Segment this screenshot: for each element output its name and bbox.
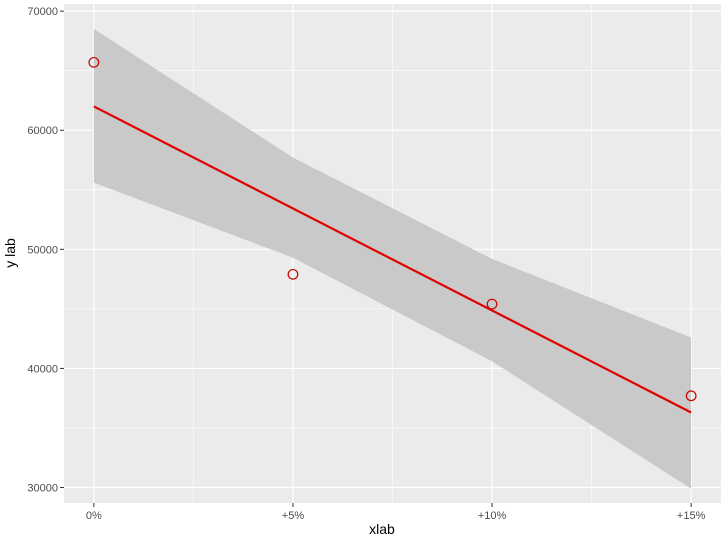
- y-tick-label: 40000: [27, 363, 58, 375]
- x-tick-label: 0%: [86, 510, 102, 522]
- y-axis: 30000 40000 50000 60000 70000: [27, 6, 64, 495]
- x-tick-label: +15%: [677, 510, 706, 522]
- data-point: [88, 56, 100, 68]
- data-points: [88, 56, 697, 402]
- y-tick-label: 60000: [27, 125, 58, 137]
- x-axis-title: xlab: [369, 521, 395, 537]
- data-point: [685, 390, 697, 402]
- data-point: [287, 268, 299, 280]
- x-tick-label: +5%: [282, 510, 305, 522]
- y-tick-label: 70000: [27, 6, 58, 18]
- fit-line: [93, 105, 692, 414]
- y-tick-label: 30000: [27, 483, 58, 495]
- y-axis-title: y lab: [2, 238, 18, 268]
- y-tick-label: 50000: [27, 244, 58, 256]
- x-axis: 0% +5% +10% +15%: [86, 503, 706, 522]
- data-point: [486, 298, 498, 310]
- x-tick-label: +10%: [478, 510, 507, 522]
